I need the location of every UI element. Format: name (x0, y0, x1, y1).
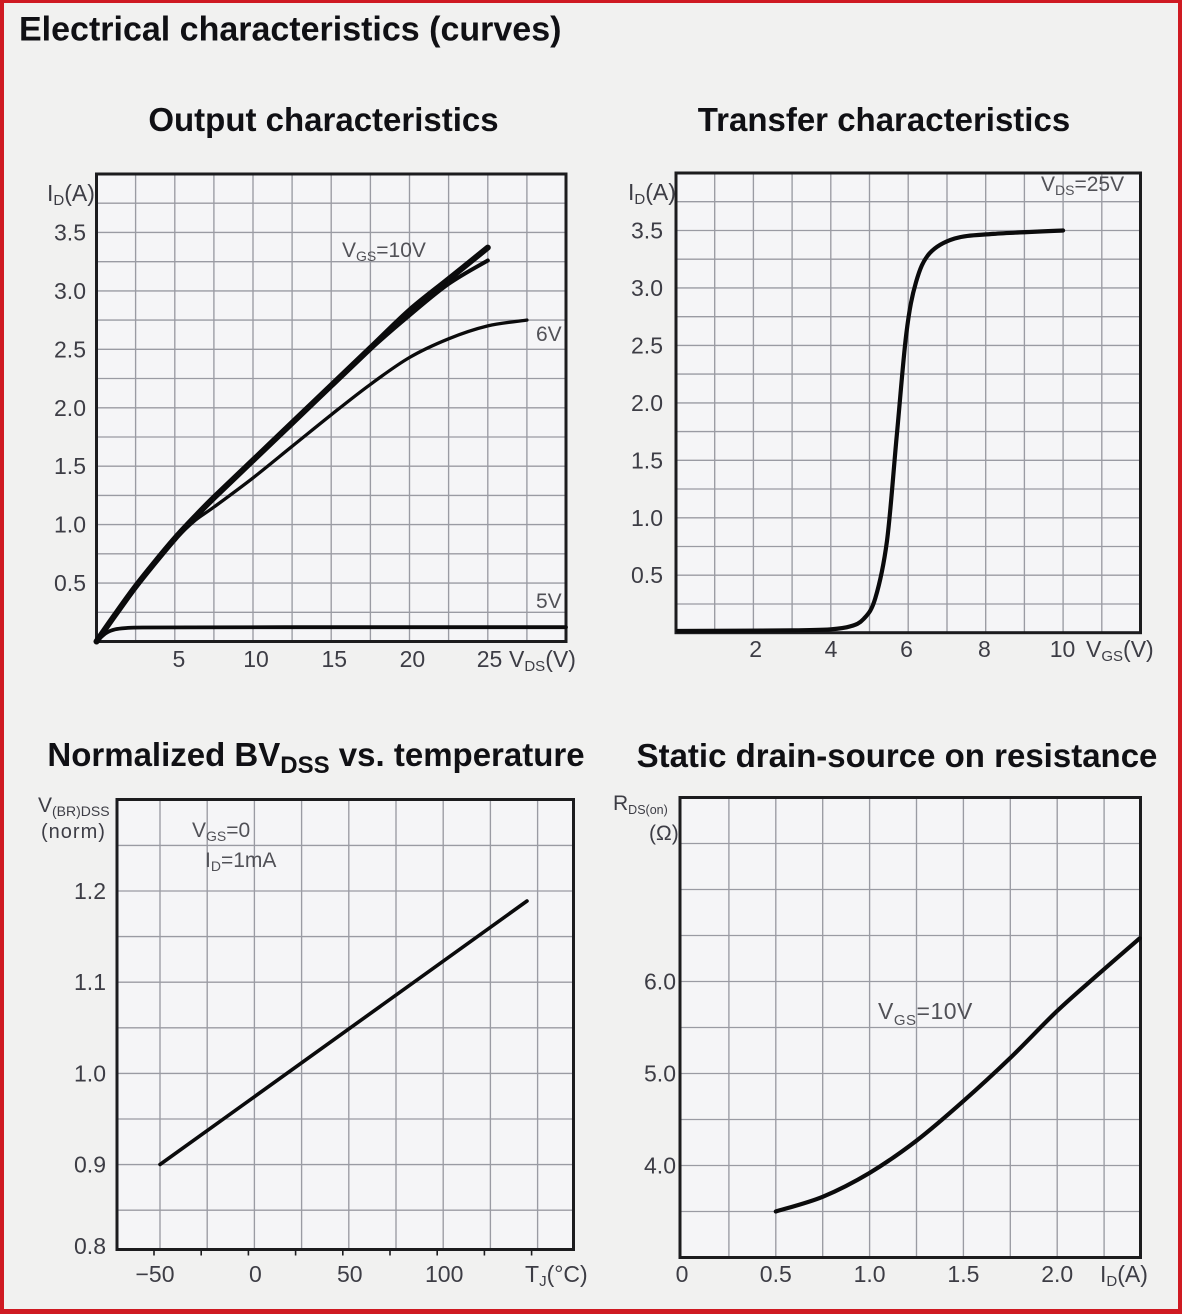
svg-text:3.5: 3.5 (54, 219, 86, 245)
svg-text:1.2: 1.2 (74, 878, 106, 904)
svg-text:3.5: 3.5 (631, 218, 663, 244)
svg-text:3.0: 3.0 (54, 278, 86, 304)
svg-text:0.5: 0.5 (760, 1261, 792, 1287)
svg-text:1.0: 1.0 (74, 1060, 106, 1086)
svg-text:(norm): (norm) (41, 821, 106, 843)
svg-text:VGS=10V: VGS=10V (342, 239, 426, 264)
svg-text:6.0: 6.0 (644, 969, 676, 995)
svg-text:1.5: 1.5 (947, 1261, 979, 1287)
svg-text:1.0: 1.0 (631, 505, 663, 531)
svg-text:2.5: 2.5 (631, 332, 663, 358)
svg-text:6: 6 (900, 636, 913, 662)
svg-text:2.5: 2.5 (54, 336, 86, 362)
svg-text:0: 0 (676, 1261, 689, 1287)
svg-text:8: 8 (978, 636, 991, 662)
svg-text:0.5: 0.5 (54, 570, 86, 596)
svg-text:20: 20 (400, 646, 426, 672)
svg-text:−50: −50 (135, 1261, 174, 1287)
svg-text:Output characteristics: Output characteristics (148, 101, 498, 138)
svg-text:VGS(V): VGS(V) (1086, 636, 1154, 665)
svg-text:4: 4 (825, 636, 838, 662)
svg-text:6V: 6V (536, 323, 562, 346)
svg-text:2.0: 2.0 (54, 395, 86, 421)
svg-text:0.8: 0.8 (74, 1233, 106, 1259)
svg-text:1.1: 1.1 (74, 969, 106, 995)
svg-text:ID(A): ID(A) (1100, 1261, 1148, 1290)
svg-text:3.0: 3.0 (631, 275, 663, 301)
svg-text:VGS=10V: VGS=10V (878, 998, 973, 1029)
svg-text:Static drain-source on resista: Static drain-source on resistance (637, 737, 1158, 774)
svg-text:0: 0 (249, 1261, 262, 1287)
svg-text:2.0: 2.0 (631, 390, 663, 416)
svg-text:0.5: 0.5 (631, 562, 663, 588)
svg-text:5: 5 (173, 646, 186, 672)
svg-text:ID(A): ID(A) (47, 180, 95, 209)
svg-text:Transfer characteristics: Transfer characteristics (698, 101, 1070, 138)
svg-text:5V: 5V (536, 590, 562, 613)
svg-text:1.5: 1.5 (631, 447, 663, 473)
svg-text:VDS=25V: VDS=25V (1041, 173, 1124, 198)
svg-text:Normalized BVDSS vs. temperatu: Normalized BVDSS vs. temperature (47, 736, 584, 779)
svg-text:15: 15 (322, 646, 348, 672)
svg-text:(Ω): (Ω) (649, 822, 679, 845)
svg-text:5.0: 5.0 (644, 1061, 676, 1087)
svg-text:1.0: 1.0 (854, 1261, 886, 1287)
svg-text:25: 25 (477, 646, 503, 672)
svg-text:Electrical characteristics (cu: Electrical characteristics (curves) (19, 11, 561, 49)
svg-text:2: 2 (749, 636, 762, 662)
svg-text:1.0: 1.0 (54, 512, 86, 538)
svg-text:2.0: 2.0 (1041, 1261, 1073, 1287)
svg-text:10: 10 (243, 646, 269, 672)
svg-text:0.9: 0.9 (74, 1152, 106, 1178)
svg-text:50: 50 (337, 1261, 363, 1287)
svg-text:4.0: 4.0 (644, 1153, 676, 1179)
svg-text:100: 100 (425, 1261, 463, 1287)
svg-text:1.5: 1.5 (54, 453, 86, 479)
svg-text:TJ(°C): TJ(°C) (525, 1261, 588, 1290)
svg-text:10: 10 (1050, 636, 1076, 662)
